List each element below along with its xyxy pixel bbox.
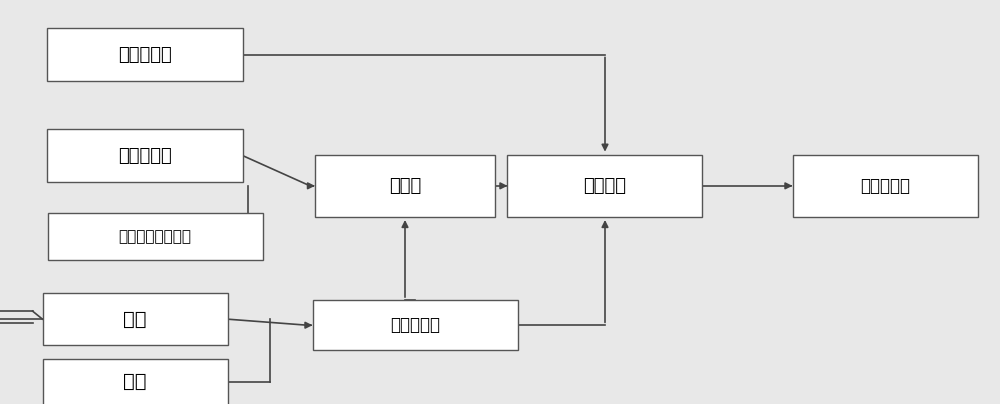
Text: 射流反冲力传感器: 射流反冲力传感器 [119, 229, 192, 244]
Text: 液晶显示器: 液晶显示器 [860, 177, 910, 195]
Bar [312, 300, 518, 350]
Text: 压力传感器: 压力传感器 [118, 147, 172, 164]
Bar [48, 213, 262, 259]
Bar [43, 359, 228, 404]
Text: 电源: 电源 [123, 309, 147, 329]
Bar [47, 28, 242, 81]
Bar [47, 129, 242, 182]
Bar [315, 154, 495, 217]
Text: 电源稳压器: 电源稳压器 [390, 316, 440, 334]
Bar [507, 154, 702, 217]
Bar [43, 293, 228, 345]
Text: 变送器: 变送器 [389, 177, 421, 195]
Bar [792, 154, 978, 217]
Text: 温度传感器: 温度传感器 [118, 46, 172, 63]
Text: 电池: 电池 [123, 372, 147, 391]
Text: 微处理器: 微处理器 [584, 177, 626, 195]
